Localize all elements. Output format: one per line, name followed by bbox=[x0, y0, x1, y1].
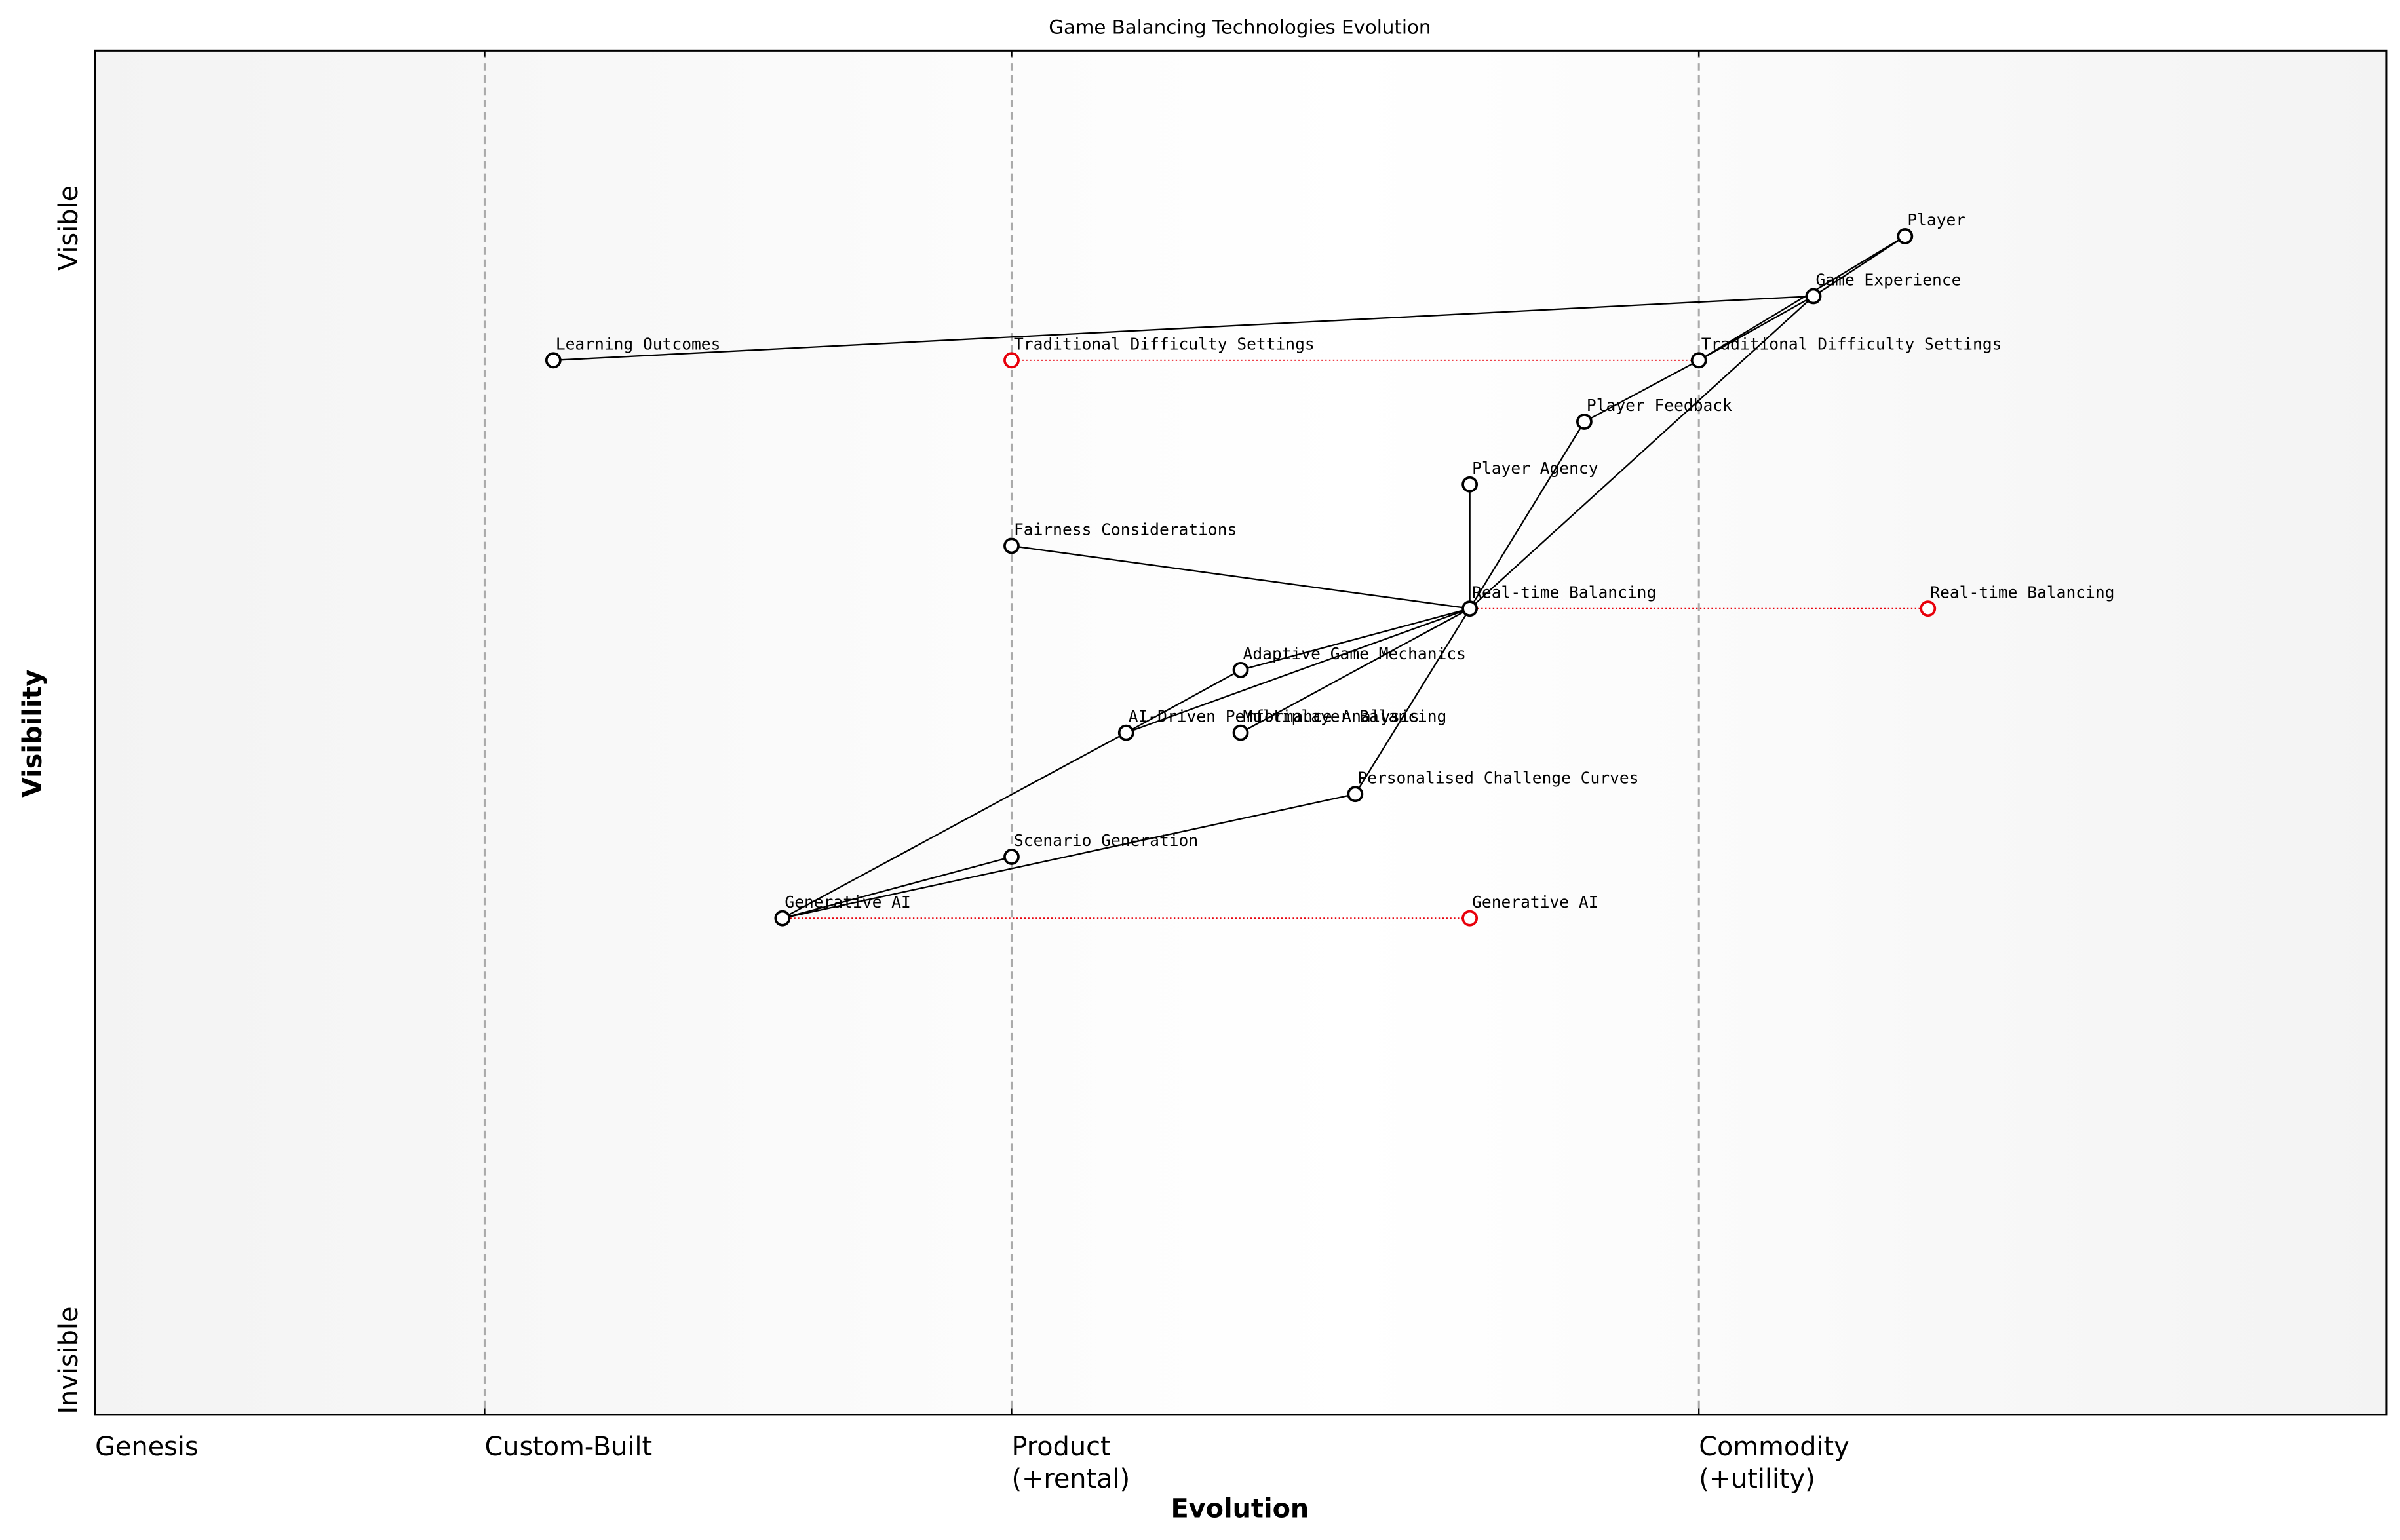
component-label: Fairness Considerations bbox=[1014, 520, 1237, 539]
link bbox=[782, 732, 1127, 919]
evolved-component bbox=[1920, 600, 1937, 617]
component-label: Learning Outcomes bbox=[556, 334, 721, 353]
x-tick-label: (+rental) bbox=[1011, 1464, 1130, 1494]
component-label: Player Agency bbox=[1472, 459, 1598, 478]
evolved-component bbox=[1461, 910, 1479, 927]
chart-title: Game Balancing Technologies Evolution bbox=[1049, 16, 1431, 39]
x-tick-label: (+utility) bbox=[1699, 1464, 1815, 1494]
component bbox=[1576, 414, 1593, 430]
y-tick-label: Visible bbox=[54, 185, 84, 271]
link bbox=[1125, 669, 1241, 734]
evolved-component bbox=[1003, 352, 1020, 369]
component bbox=[1347, 786, 1364, 803]
plot-frame bbox=[94, 49, 2388, 1416]
x-tick-label: Custom-Built bbox=[484, 1432, 652, 1462]
component bbox=[1003, 849, 1020, 865]
component-label: Adaptive Game Mechanics bbox=[1243, 644, 1466, 663]
x-tick-label: Genesis bbox=[95, 1432, 199, 1462]
link bbox=[553, 295, 1814, 362]
component-label: AI-Driven Performance Analysis bbox=[1129, 707, 1420, 726]
component bbox=[1897, 228, 1914, 244]
map-layer: Genesis Custom-Built Product(+rental) Commo… bbox=[54, 50, 2114, 1494]
link bbox=[1240, 607, 1470, 671]
x-tick-label: Commodity bbox=[1699, 1432, 1849, 1462]
link bbox=[1011, 545, 1470, 609]
evolved-component-label: Generative AI bbox=[1472, 893, 1598, 912]
evolved-component-label: Real-time Balancing bbox=[1930, 583, 2114, 602]
link bbox=[782, 856, 1012, 919]
link bbox=[1583, 359, 1699, 423]
component-label: Game Experience bbox=[1815, 271, 1961, 290]
link bbox=[1240, 607, 1471, 734]
component bbox=[1805, 288, 1822, 305]
component bbox=[1690, 352, 1707, 369]
component bbox=[1117, 724, 1134, 741]
component bbox=[545, 352, 562, 369]
x-axis-title: Evolution bbox=[1171, 1494, 1309, 1524]
link bbox=[1125, 607, 1471, 734]
component-label: Traditional Difficulty Settings bbox=[1701, 334, 2002, 353]
component bbox=[774, 910, 791, 927]
component bbox=[1461, 476, 1479, 493]
component bbox=[1461, 600, 1479, 617]
component-label: Generative AI bbox=[784, 893, 910, 912]
x-tick-label: Product bbox=[1011, 1432, 1110, 1462]
link bbox=[782, 793, 1356, 919]
component bbox=[1232, 724, 1249, 741]
y-axis-title: Visibility bbox=[18, 669, 48, 798]
component-label: Multiplayer Balancing bbox=[1243, 707, 1447, 726]
link bbox=[1469, 421, 1585, 609]
link bbox=[1698, 295, 1814, 361]
y-tick-label: Invisible bbox=[54, 1307, 84, 1414]
component-label: Player bbox=[1907, 210, 1965, 229]
component-label: Real-time Balancing bbox=[1472, 583, 1656, 602]
component-label: Player Feedback bbox=[1587, 396, 1732, 415]
component bbox=[1003, 537, 1020, 554]
link bbox=[1354, 608, 1471, 795]
component bbox=[1232, 661, 1249, 678]
link bbox=[1469, 296, 1814, 609]
component-label: Scenario Generation bbox=[1014, 831, 1198, 850]
link bbox=[1698, 235, 1906, 361]
evolved-component-label: Traditional Difficulty Settings bbox=[1014, 334, 1315, 353]
component-label: Personalised Challenge Curves bbox=[1357, 768, 1638, 787]
